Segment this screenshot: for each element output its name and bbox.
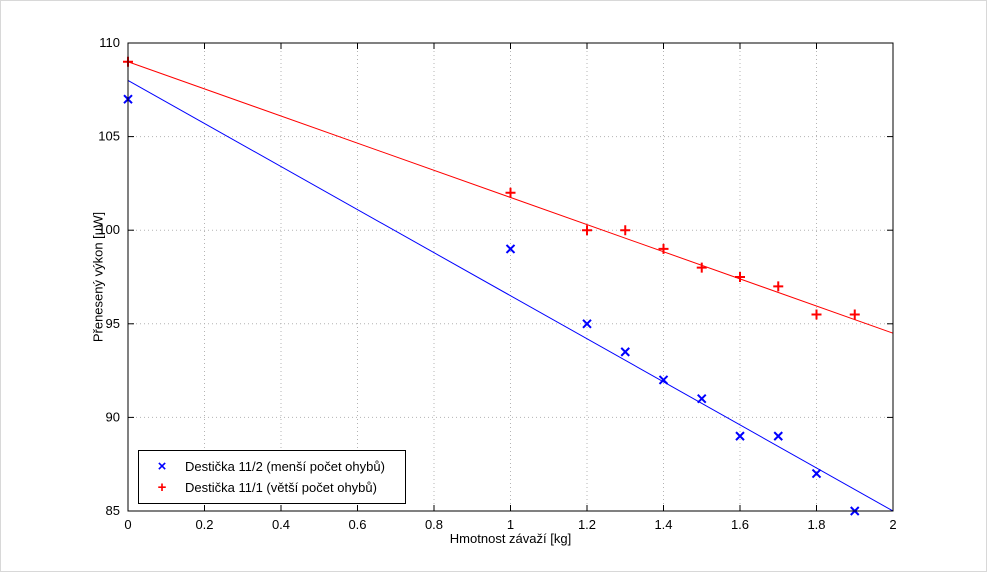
x-tick-label: 0.2: [195, 517, 213, 532]
data-point-marker: [773, 431, 783, 441]
data-point-marker: [582, 225, 592, 236]
fit-line: [127, 80, 894, 512]
x-tick-label: 2: [889, 517, 896, 532]
x-tick-label: 0.6: [348, 517, 366, 532]
legend: × Destička 11/2 (menší počet ohybů) + De…: [138, 450, 406, 504]
x-axis-label: Hmotnost závaží [kg]: [449, 531, 572, 546]
x-tick-label: 1.6: [731, 517, 749, 532]
y-tick-label: 95: [106, 316, 120, 331]
legend-item: + Destička 11/1 (větší počet ohybů): [139, 477, 405, 498]
data-point-marker: [696, 262, 707, 273]
data-point-marker: [811, 468, 822, 479]
y-tick-label: 100: [98, 222, 120, 237]
y-tick-label: 90: [106, 409, 120, 424]
data-point-marker: [620, 225, 631, 236]
x-tick-label: 1.2: [578, 517, 596, 532]
data-point-marker: [620, 347, 630, 357]
legend-label: Destička 11/2 (menší počet ohybů): [185, 459, 385, 474]
data-point-marker: [658, 243, 669, 254]
legend-item: × Destička 11/2 (menší počet ohybů): [139, 456, 405, 477]
data-point-marker: [697, 393, 707, 404]
legend-label: Destička 11/1 (větší počet ohybů): [185, 480, 377, 495]
plus-marker-icon: +: [157, 479, 167, 496]
x-tick-label: 0.4: [272, 517, 290, 532]
x-tick-label: 1.4: [654, 517, 672, 532]
data-point-marker: [735, 431, 745, 441]
y-tick-label: 105: [98, 129, 120, 144]
data-point-marker: [505, 244, 516, 254]
data-point-marker: [811, 309, 822, 320]
y-tick-label: 110: [99, 35, 120, 50]
x-tick-label: 0: [124, 517, 131, 532]
x-tick-label: 1: [507, 517, 514, 532]
x-tick-label: 0.8: [425, 517, 443, 532]
data-point-marker: [505, 187, 516, 198]
x-marker-icon: ×: [157, 458, 167, 475]
data-point-marker: [582, 319, 592, 329]
x-tick-label: 1.8: [807, 517, 825, 532]
y-axis-label: Přenesený výkon [µW]: [90, 211, 106, 343]
y-tick-label: 85: [106, 503, 120, 518]
data-point-marker: [773, 281, 784, 292]
axis-box: [127, 42, 894, 512]
data-point-marker: [735, 272, 745, 282]
data-point-marker: [849, 309, 860, 320]
data-point-marker: [658, 375, 669, 385]
